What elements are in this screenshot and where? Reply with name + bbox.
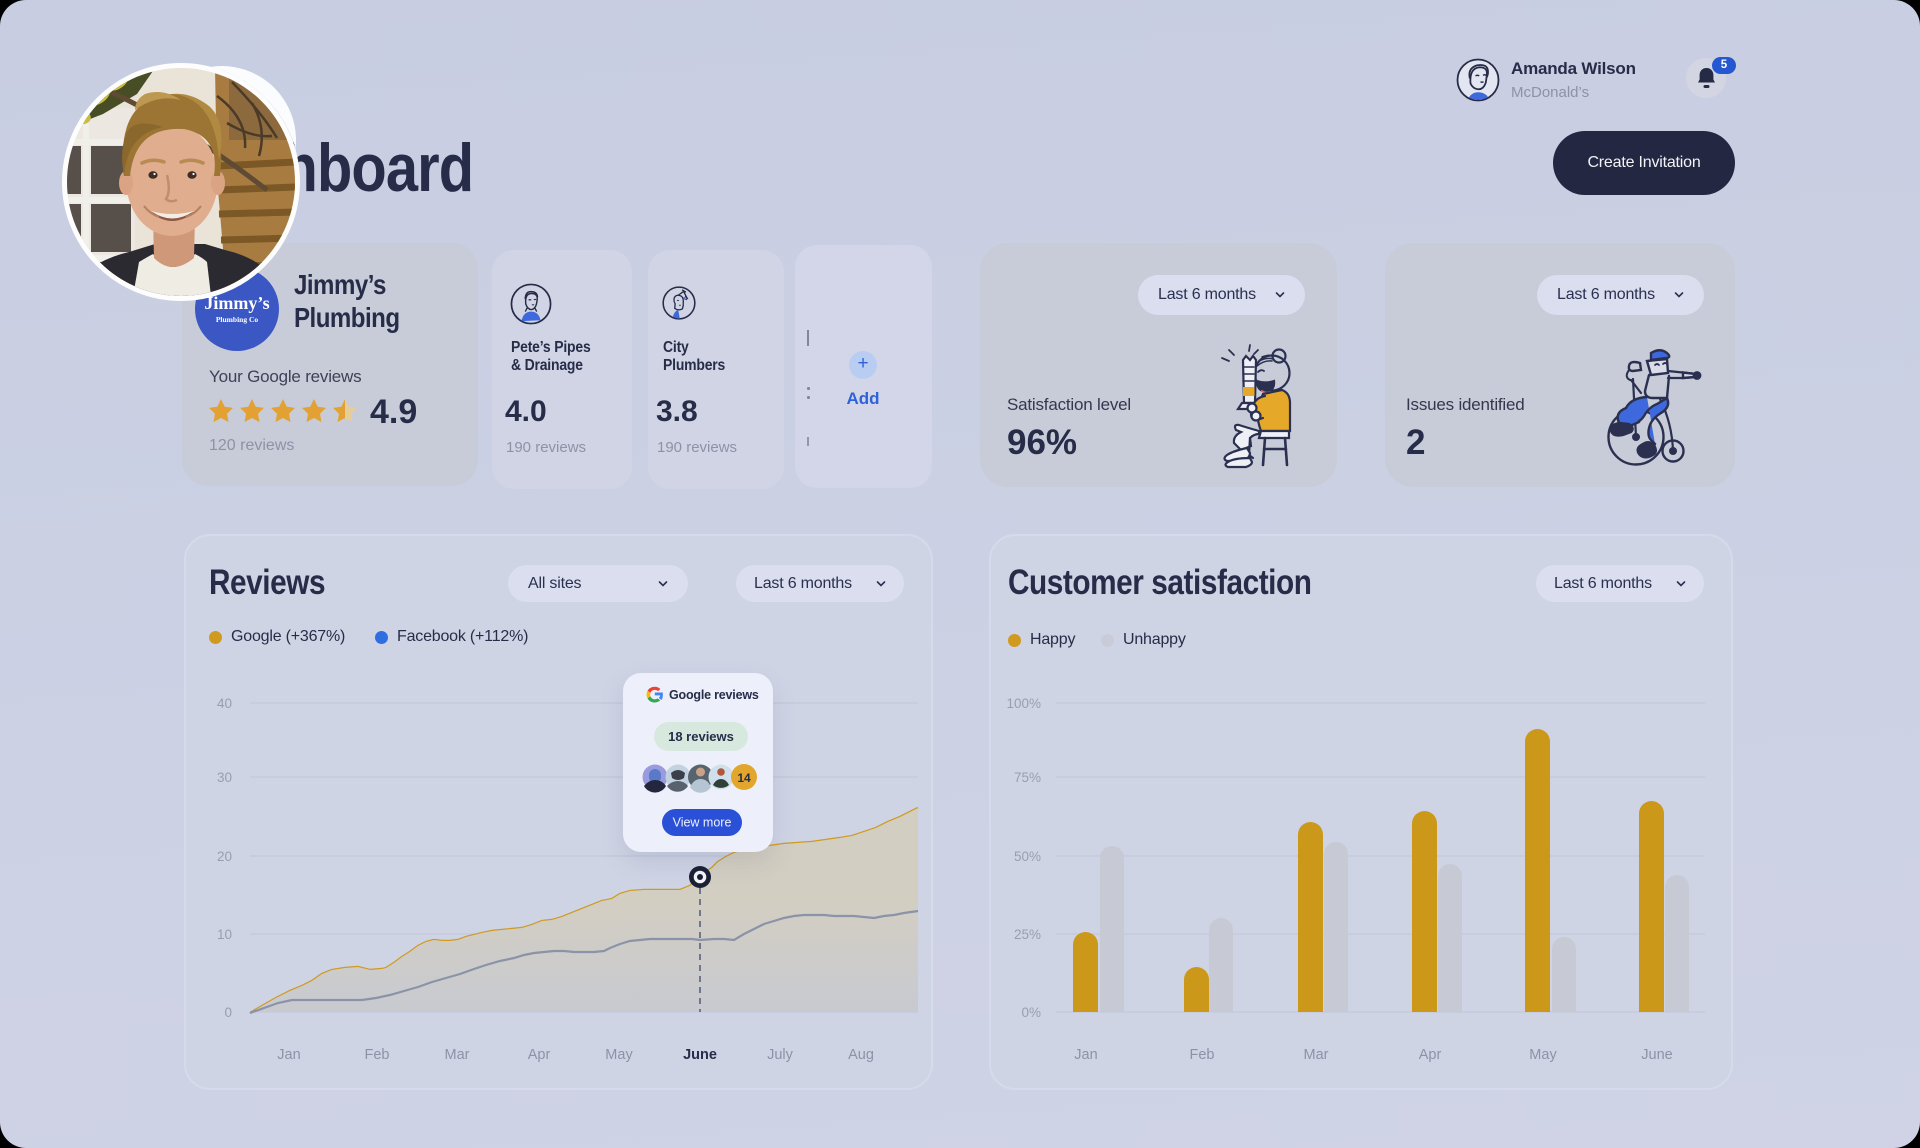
svg-text:18 reviews: 18 reviews [668, 729, 734, 744]
svg-text:40: 40 [217, 696, 232, 711]
svg-text:25%: 25% [1014, 927, 1041, 942]
svg-text:June: June [683, 1047, 717, 1063]
svg-text:May: May [1529, 1047, 1557, 1063]
svg-text:100%: 100% [1006, 696, 1041, 711]
svg-text:Apr: Apr [528, 1047, 551, 1063]
svg-text:Apr: Apr [1419, 1047, 1442, 1063]
svg-text:Mar: Mar [445, 1047, 470, 1063]
svg-text:Feb: Feb [365, 1047, 390, 1063]
svg-text:50%: 50% [1014, 849, 1041, 864]
svg-text:10: 10 [217, 927, 232, 942]
svg-text:30: 30 [217, 770, 232, 785]
svg-text:14: 14 [737, 771, 751, 785]
svg-text:Jan: Jan [277, 1047, 300, 1063]
svg-text:Google reviews: Google reviews [669, 688, 759, 702]
svg-text:Mar: Mar [1304, 1047, 1329, 1063]
svg-text:0: 0 [224, 1005, 232, 1020]
svg-text:View more: View more [673, 816, 732, 830]
svg-text:75%: 75% [1014, 770, 1041, 785]
svg-text:Feb: Feb [1190, 1047, 1215, 1063]
svg-text:July: July [767, 1047, 794, 1063]
svg-text:20: 20 [217, 849, 232, 864]
svg-text:0%: 0% [1021, 1005, 1041, 1020]
svg-text:Aug: Aug [848, 1047, 874, 1063]
svg-text:May: May [605, 1047, 633, 1063]
svg-text:Jan: Jan [1074, 1047, 1097, 1063]
svg-text:June: June [1641, 1047, 1672, 1063]
